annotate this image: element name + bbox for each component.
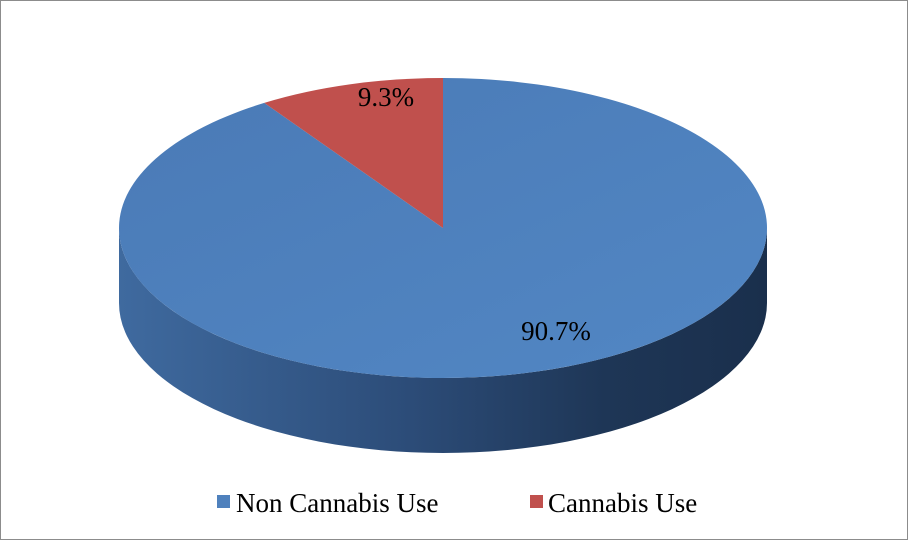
slice-label-cannabis-use: 9.3% xyxy=(358,82,414,112)
legend-label-non-cannabis-use: Non Cannabis Use xyxy=(236,488,438,518)
pie-side-wall xyxy=(119,228,767,453)
legend-swatch-non-cannabis-use xyxy=(217,495,230,508)
legend-swatch-cannabis-use xyxy=(530,495,543,508)
slice-label-non-cannabis-use: 90.7% xyxy=(521,316,591,346)
pie-slice-non-cannabis-use xyxy=(119,78,768,378)
pie-slice-cannabis-use xyxy=(264,78,443,228)
legend-label-cannabis-use: Cannabis Use xyxy=(548,488,697,518)
legend: Non Cannabis Use Cannabis Use xyxy=(217,488,697,518)
